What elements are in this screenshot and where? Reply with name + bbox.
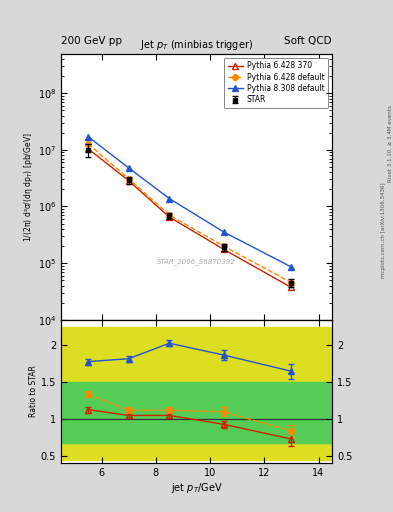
Pythia 6.428 default xyxy=(127,176,131,182)
Text: Rivet 3.1.10, ≥ 3.4M events: Rivet 3.1.10, ≥ 3.4M events xyxy=(387,105,392,182)
Pythia 6.428 370 xyxy=(127,178,131,184)
Y-axis label: 1/(2π) d²σ/(dη dp$_T$) [pb/GeV]: 1/(2π) d²σ/(dη dp$_T$) [pb/GeV] xyxy=(22,132,35,242)
Text: STAR_2006_S6870392: STAR_2006_S6870392 xyxy=(157,258,236,265)
Pythia 6.428 370 xyxy=(167,214,172,220)
Pythia 6.428 default xyxy=(221,243,226,249)
Pythia 6.428 370 xyxy=(289,285,294,291)
Pythia 8.308 default xyxy=(127,165,131,171)
Line: Pythia 8.308 default: Pythia 8.308 default xyxy=(85,134,294,270)
Text: Soft QCD: Soft QCD xyxy=(285,36,332,46)
Title: Jet $p_T$ (minbias trigger): Jet $p_T$ (minbias trigger) xyxy=(140,38,253,52)
Text: 200 GeV pp: 200 GeV pp xyxy=(61,36,122,46)
Pythia 6.428 default xyxy=(86,141,90,147)
Pythia 6.428 370 xyxy=(86,145,90,152)
Legend: Pythia 6.428 370, Pythia 6.428 default, Pythia 8.308 default, STAR: Pythia 6.428 370, Pythia 6.428 default, … xyxy=(224,57,328,108)
Y-axis label: Ratio to STAR: Ratio to STAR xyxy=(29,366,38,417)
Bar xyxy=(61,382,332,443)
Line: Pythia 6.428 default: Pythia 6.428 default xyxy=(85,141,294,286)
Bar xyxy=(61,327,332,460)
X-axis label: jet $p_T$/GeV: jet $p_T$/GeV xyxy=(171,481,222,495)
Line: Pythia 6.428 370: Pythia 6.428 370 xyxy=(85,146,294,290)
Pythia 6.428 default xyxy=(167,212,172,218)
Pythia 6.428 default xyxy=(289,280,294,286)
Pythia 8.308 default xyxy=(167,196,172,202)
Pythia 8.308 default xyxy=(86,134,90,140)
Pythia 8.308 default xyxy=(289,264,294,270)
Text: mcplots.cern.ch [arXiv:1306.3436]: mcplots.cern.ch [arXiv:1306.3436] xyxy=(381,183,386,278)
Pythia 8.308 default xyxy=(221,229,226,235)
Pythia 6.428 370 xyxy=(221,246,226,252)
